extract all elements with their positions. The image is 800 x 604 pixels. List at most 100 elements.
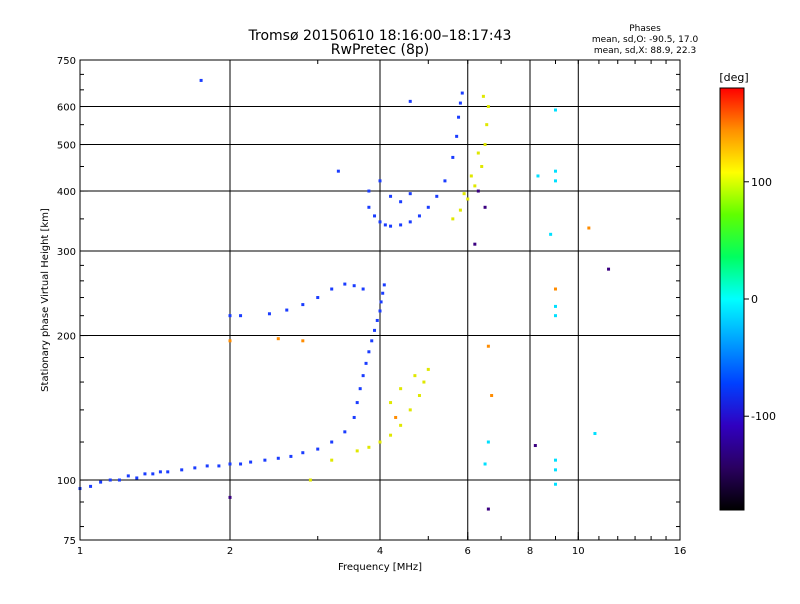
data-point (451, 155, 455, 159)
data-point (593, 432, 597, 436)
data-point (553, 468, 557, 472)
data-point (486, 105, 490, 109)
colorbar: 100 0 -100 (719, 87, 776, 511)
data-point (367, 445, 371, 449)
data-point (301, 339, 305, 343)
data-point (381, 291, 385, 295)
data-point (426, 367, 430, 371)
data-point (361, 374, 365, 378)
data-point (180, 468, 184, 472)
data-point (394, 415, 398, 419)
chart-title: Tromsø 20150610 18:16:00–18:17:43 (248, 28, 512, 44)
data-point (408, 408, 412, 412)
data-point (379, 300, 383, 304)
colorbar-tick-label: 100 (751, 176, 772, 189)
colorbar-tick-label: 0 (751, 293, 758, 306)
points-layer (78, 78, 611, 511)
data-point (473, 184, 477, 188)
data-point (330, 458, 334, 462)
data-point (476, 189, 480, 193)
data-point (533, 444, 537, 448)
data-point (417, 214, 421, 218)
colorbar-bar (719, 87, 745, 511)
data-point (355, 449, 359, 453)
data-point (217, 464, 221, 468)
data-point (239, 314, 243, 318)
data-point (301, 451, 305, 455)
data-point (553, 179, 557, 183)
data-point (373, 214, 377, 218)
data-point (316, 296, 320, 300)
data-point (587, 226, 591, 230)
data-point (108, 478, 112, 482)
data-point (486, 344, 490, 348)
data-point (289, 454, 293, 458)
data-point (389, 401, 393, 405)
data-point (166, 470, 170, 474)
colorbar-tick-label: -100 (751, 410, 776, 423)
data-point (486, 440, 490, 444)
data-point (367, 205, 371, 209)
data-point (355, 401, 359, 405)
y-tick-label: 600 (57, 103, 76, 114)
data-point (607, 267, 611, 271)
data-point (469, 174, 473, 178)
data-point (378, 440, 382, 444)
data-point (378, 309, 382, 313)
data-point (151, 472, 155, 476)
data-point (308, 478, 312, 482)
data-point (473, 242, 477, 246)
data-point (358, 387, 362, 391)
y-tick-label: 750 (57, 56, 76, 67)
data-point (553, 287, 557, 291)
data-point (458, 101, 462, 105)
data-point (458, 208, 462, 212)
colorbar-label: [deg] (719, 71, 748, 84)
data-point (553, 169, 557, 173)
data-point (408, 192, 412, 196)
data-point (364, 361, 368, 365)
data-point (553, 304, 557, 308)
y-tick-label: 400 (57, 187, 76, 198)
data-point (330, 287, 334, 291)
data-point (462, 192, 466, 196)
phases-heading: Phases (629, 24, 661, 34)
data-point (460, 91, 464, 95)
data-point (367, 189, 371, 193)
data-point (239, 462, 243, 466)
data-point (285, 308, 289, 312)
data-point (378, 220, 382, 224)
data-point (126, 474, 130, 478)
data-point (457, 115, 461, 119)
data-point (370, 339, 374, 343)
data-point (389, 194, 393, 198)
frame-layer: 1 2 4 6 8 10 16 75 100 200 300 400 500 600 750 (57, 56, 686, 557)
x-axis-label: Frequency [MHz] (338, 562, 422, 573)
data-point (490, 394, 494, 398)
data-point (408, 99, 412, 103)
data-point (389, 433, 393, 437)
data-point (375, 318, 379, 322)
data-point (316, 447, 320, 451)
data-point (399, 200, 403, 204)
data-point (399, 223, 403, 227)
data-point (536, 174, 540, 178)
data-point (135, 476, 139, 480)
data-point (553, 482, 557, 486)
data-point (466, 197, 470, 201)
data-point (343, 430, 347, 434)
chart-subtitle: RwPretec (8p) (331, 42, 429, 58)
data-point (480, 164, 484, 168)
data-point (199, 78, 203, 82)
data-point (451, 217, 455, 221)
y-tick-label: 100 (57, 476, 76, 487)
data-point (408, 220, 412, 224)
data-point (193, 466, 197, 470)
data-point (378, 179, 382, 183)
data-point (413, 374, 417, 378)
data-point (330, 440, 334, 444)
data-point (361, 287, 365, 291)
data-point (99, 480, 103, 484)
y-axis-label: Stationary phase Virtual Height [km] (40, 208, 51, 392)
data-point (267, 312, 271, 316)
